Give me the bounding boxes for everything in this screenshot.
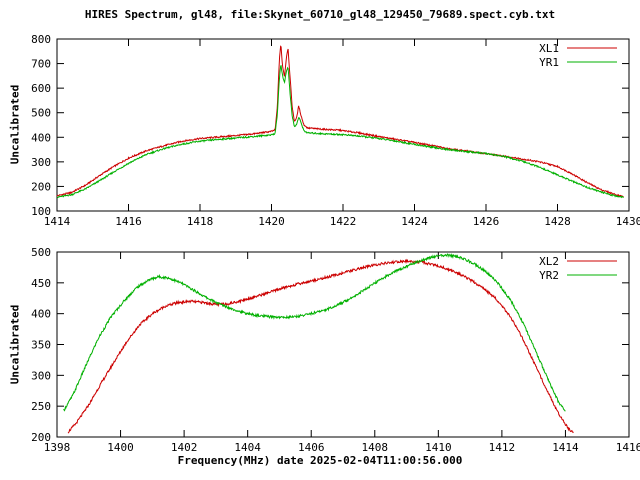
x-tick-label: 1414 bbox=[552, 441, 579, 454]
x-tick-label: 1410 bbox=[425, 441, 452, 454]
y-tick-label: 800 bbox=[31, 33, 51, 46]
x-tick-label: 1430 bbox=[616, 215, 640, 228]
x-tick-label: 1416 bbox=[616, 441, 640, 454]
y-tick-label: 100 bbox=[31, 205, 51, 218]
x-tick-label: 1416 bbox=[115, 215, 142, 228]
series-curve-XL1 bbox=[56, 45, 624, 198]
y-tick-label: 400 bbox=[31, 308, 51, 321]
x-tick-label: 1426 bbox=[473, 215, 500, 228]
x-tick-label: 1420 bbox=[258, 215, 285, 228]
x-tick-label: 1412 bbox=[489, 441, 516, 454]
legend-label-XL2: XL2 bbox=[539, 255, 559, 268]
legend-label-YR2: YR2 bbox=[539, 269, 559, 282]
y-tick-label: 500 bbox=[31, 246, 51, 259]
y-tick-label: 600 bbox=[31, 82, 51, 95]
x-tick-label: 1398 bbox=[44, 441, 71, 454]
series-curve-YR1 bbox=[56, 65, 624, 199]
x-tick-label: 1414 bbox=[44, 215, 71, 228]
y-tick-label: 400 bbox=[31, 131, 51, 144]
y-tick-label: 500 bbox=[31, 107, 51, 120]
x-tick-label: 1408 bbox=[362, 441, 389, 454]
y-tick-label: 350 bbox=[31, 339, 51, 352]
series-curve-YR2 bbox=[63, 252, 566, 412]
series-curve-XL2 bbox=[67, 258, 574, 434]
x-tick-label: 1402 bbox=[171, 441, 198, 454]
legend-label-YR1: YR1 bbox=[539, 56, 559, 69]
x-tick-label: 1428 bbox=[544, 215, 571, 228]
x-tick-label: 1406 bbox=[298, 441, 325, 454]
y-tick-label: 300 bbox=[31, 156, 51, 169]
x-axis-label: Frequency(MHz) date 2025-02-04T11:00:56.… bbox=[177, 454, 463, 467]
x-tick-label: 1404 bbox=[234, 441, 261, 454]
y-tick-label: 700 bbox=[31, 58, 51, 71]
x-tick-label: 1400 bbox=[107, 441, 134, 454]
y-tick-label: 250 bbox=[31, 400, 51, 413]
y-tick-label: 200 bbox=[31, 180, 51, 193]
x-tick-label: 1422 bbox=[330, 215, 357, 228]
x-tick-label: 1418 bbox=[187, 215, 214, 228]
chart-title: HIRES Spectrum, gl48, file:Skynet_60710_… bbox=[84, 8, 556, 21]
y-tick-label: 300 bbox=[31, 369, 51, 382]
legend-label-XL1: XL1 bbox=[539, 42, 559, 55]
y-tick-label: 200 bbox=[31, 431, 51, 444]
y-tick-label: 450 bbox=[31, 277, 51, 290]
x-tick-label: 1424 bbox=[401, 215, 428, 228]
